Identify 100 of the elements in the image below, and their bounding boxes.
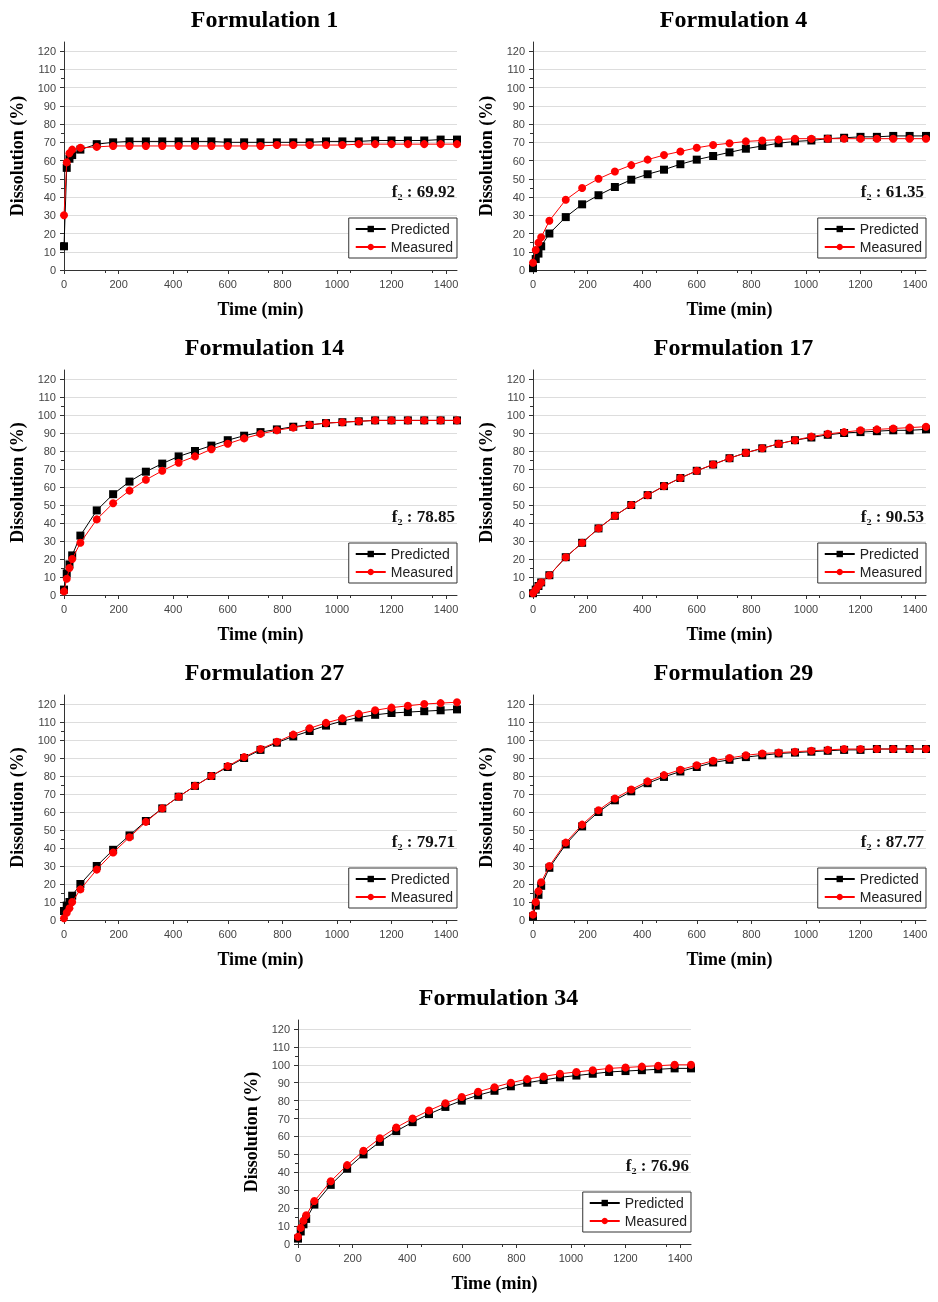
legend-label: Measured <box>859 564 923 580</box>
y-tick-label: 0 <box>518 914 525 926</box>
y-tick-label: 80 <box>43 770 56 782</box>
y-tick-label: 30 <box>512 209 525 222</box>
x-tick-label: 0 <box>529 602 537 615</box>
y-tick-label: 70 <box>43 463 56 475</box>
annotation: f₂ : 76.96 <box>625 1156 689 1175</box>
y-tick-label: 100 <box>506 734 525 746</box>
x-tick-label: 1000 <box>324 927 350 940</box>
y-tick-label: 30 <box>43 860 56 872</box>
y-tick-label: 50 <box>512 499 525 511</box>
x-tick-label: 400 <box>397 1251 417 1264</box>
y-tick-label: 10 <box>43 896 56 908</box>
y-tick-label: 40 <box>43 842 56 854</box>
y-tick-label: 100 <box>506 409 525 421</box>
y-tick-label: 90 <box>43 427 56 439</box>
y-tick-label: 80 <box>512 118 525 131</box>
y-tick-label: 10 <box>43 245 56 258</box>
y-tick-label: 20 <box>512 553 525 565</box>
x-tick-label: 800 <box>742 927 761 940</box>
x-axis-title: Time (min) <box>686 624 773 645</box>
y-axis-title: Dissolution (%) <box>7 95 28 217</box>
x-tick-label: 1400 <box>433 927 459 940</box>
x-tick-label: 1400 <box>902 277 928 290</box>
y-tick-label: 60 <box>43 806 56 818</box>
y-tick-label: 0 <box>518 264 525 276</box>
y-tick-label: 30 <box>277 1184 290 1197</box>
y-tick-label: 70 <box>277 1112 290 1125</box>
x-tick-label: 200 <box>578 927 597 940</box>
x-tick-label: 1200 <box>379 277 404 290</box>
x-tick-label: 0 <box>60 277 68 290</box>
y-tick-label: 80 <box>43 445 56 457</box>
x-tick-label: 200 <box>578 602 597 615</box>
y-tick-label: 0 <box>283 1238 290 1250</box>
x-axis-title: Time (min) <box>686 949 773 970</box>
y-tick-label: 120 <box>506 373 525 385</box>
y-tick-label: 20 <box>43 227 56 240</box>
y-tick-label: 10 <box>512 571 525 583</box>
y-tick-label: 80 <box>277 1094 290 1107</box>
chart-title: Formulation 1 <box>190 6 339 32</box>
x-tick-label: 1000 <box>324 602 350 615</box>
legend-label: Measured <box>859 889 923 905</box>
y-tick-label: 50 <box>277 1148 290 1161</box>
x-tick-label: 1400 <box>902 602 928 615</box>
x-axis-title: Time (min) <box>217 299 304 320</box>
legend-label: Measured <box>390 564 454 580</box>
annotation: f₂ : 61.35 <box>860 182 924 201</box>
y-tick-label: 50 <box>43 499 56 511</box>
y-axis-title: Dissolution (%) <box>476 422 497 543</box>
y-tick-label: 40 <box>43 191 56 204</box>
y-tick-label: 90 <box>43 752 56 764</box>
x-tick-label: 800 <box>507 1251 526 1264</box>
y-tick-label: 0 <box>49 914 56 926</box>
x-tick-label: 200 <box>109 277 128 290</box>
y-axis-title: Dissolution (%) <box>476 747 497 868</box>
x-tick-label: 200 <box>109 602 128 615</box>
y-axis-title: Dissolution (%) <box>476 95 497 217</box>
y-tick-label: 20 <box>43 878 56 890</box>
y-tick-label: 100 <box>271 1058 290 1071</box>
annotation: f₂ : 87.77 <box>860 832 925 851</box>
x-tick-label: 1200 <box>379 927 404 940</box>
x-tick-label: 1400 <box>433 602 459 615</box>
y-tick-label: 40 <box>277 1166 290 1179</box>
y-tick-label: 20 <box>512 878 525 890</box>
y-tick-label: 30 <box>512 535 525 547</box>
x-tick-label: 1400 <box>667 1251 693 1264</box>
x-tick-label: 0 <box>60 602 68 615</box>
y-tick-label: 40 <box>512 842 525 854</box>
y-tick-label: 100 <box>37 734 56 746</box>
legend-label: Measured <box>390 239 454 255</box>
y-tick-label: 100 <box>506 81 525 94</box>
y-tick-label: 70 <box>43 788 56 800</box>
y-tick-label: 100 <box>37 81 56 94</box>
x-tick-label: 800 <box>273 927 292 940</box>
x-tick-label: 1200 <box>848 602 873 615</box>
x-tick-label: 1200 <box>613 1251 638 1264</box>
y-tick-label: 50 <box>512 172 525 185</box>
x-tick-label: 0 <box>529 277 537 290</box>
legend-label: Predicted <box>624 1195 684 1211</box>
x-tick-label: 600 <box>218 602 237 615</box>
y-axis-title: Dissolution (%) <box>7 422 28 543</box>
x-tick-label: 0 <box>60 927 68 940</box>
y-tick-label: 90 <box>277 1076 290 1089</box>
x-tick-label: 600 <box>687 277 706 290</box>
y-tick-label: 70 <box>512 136 525 149</box>
legend-label: Predicted <box>390 221 450 237</box>
x-axis-title: Time (min) <box>686 299 773 320</box>
x-tick-label: 400 <box>163 277 183 290</box>
x-tick-label: 600 <box>218 927 237 940</box>
x-tick-label: 600 <box>218 277 237 290</box>
y-tick-label: 80 <box>512 445 525 457</box>
legend-label: Predicted <box>859 546 919 562</box>
annotation: f₂ : 79.71 <box>391 832 455 851</box>
y-tick-label: 110 <box>38 63 56 76</box>
x-tick-label: 400 <box>632 927 652 940</box>
x-tick-label: 200 <box>109 927 128 940</box>
x-tick-label: 400 <box>632 602 652 615</box>
y-axis-title: Dissolution (%) <box>241 1071 262 1193</box>
y-tick-label: 70 <box>43 136 56 149</box>
chart-title: Formulation 14 <box>184 334 345 360</box>
